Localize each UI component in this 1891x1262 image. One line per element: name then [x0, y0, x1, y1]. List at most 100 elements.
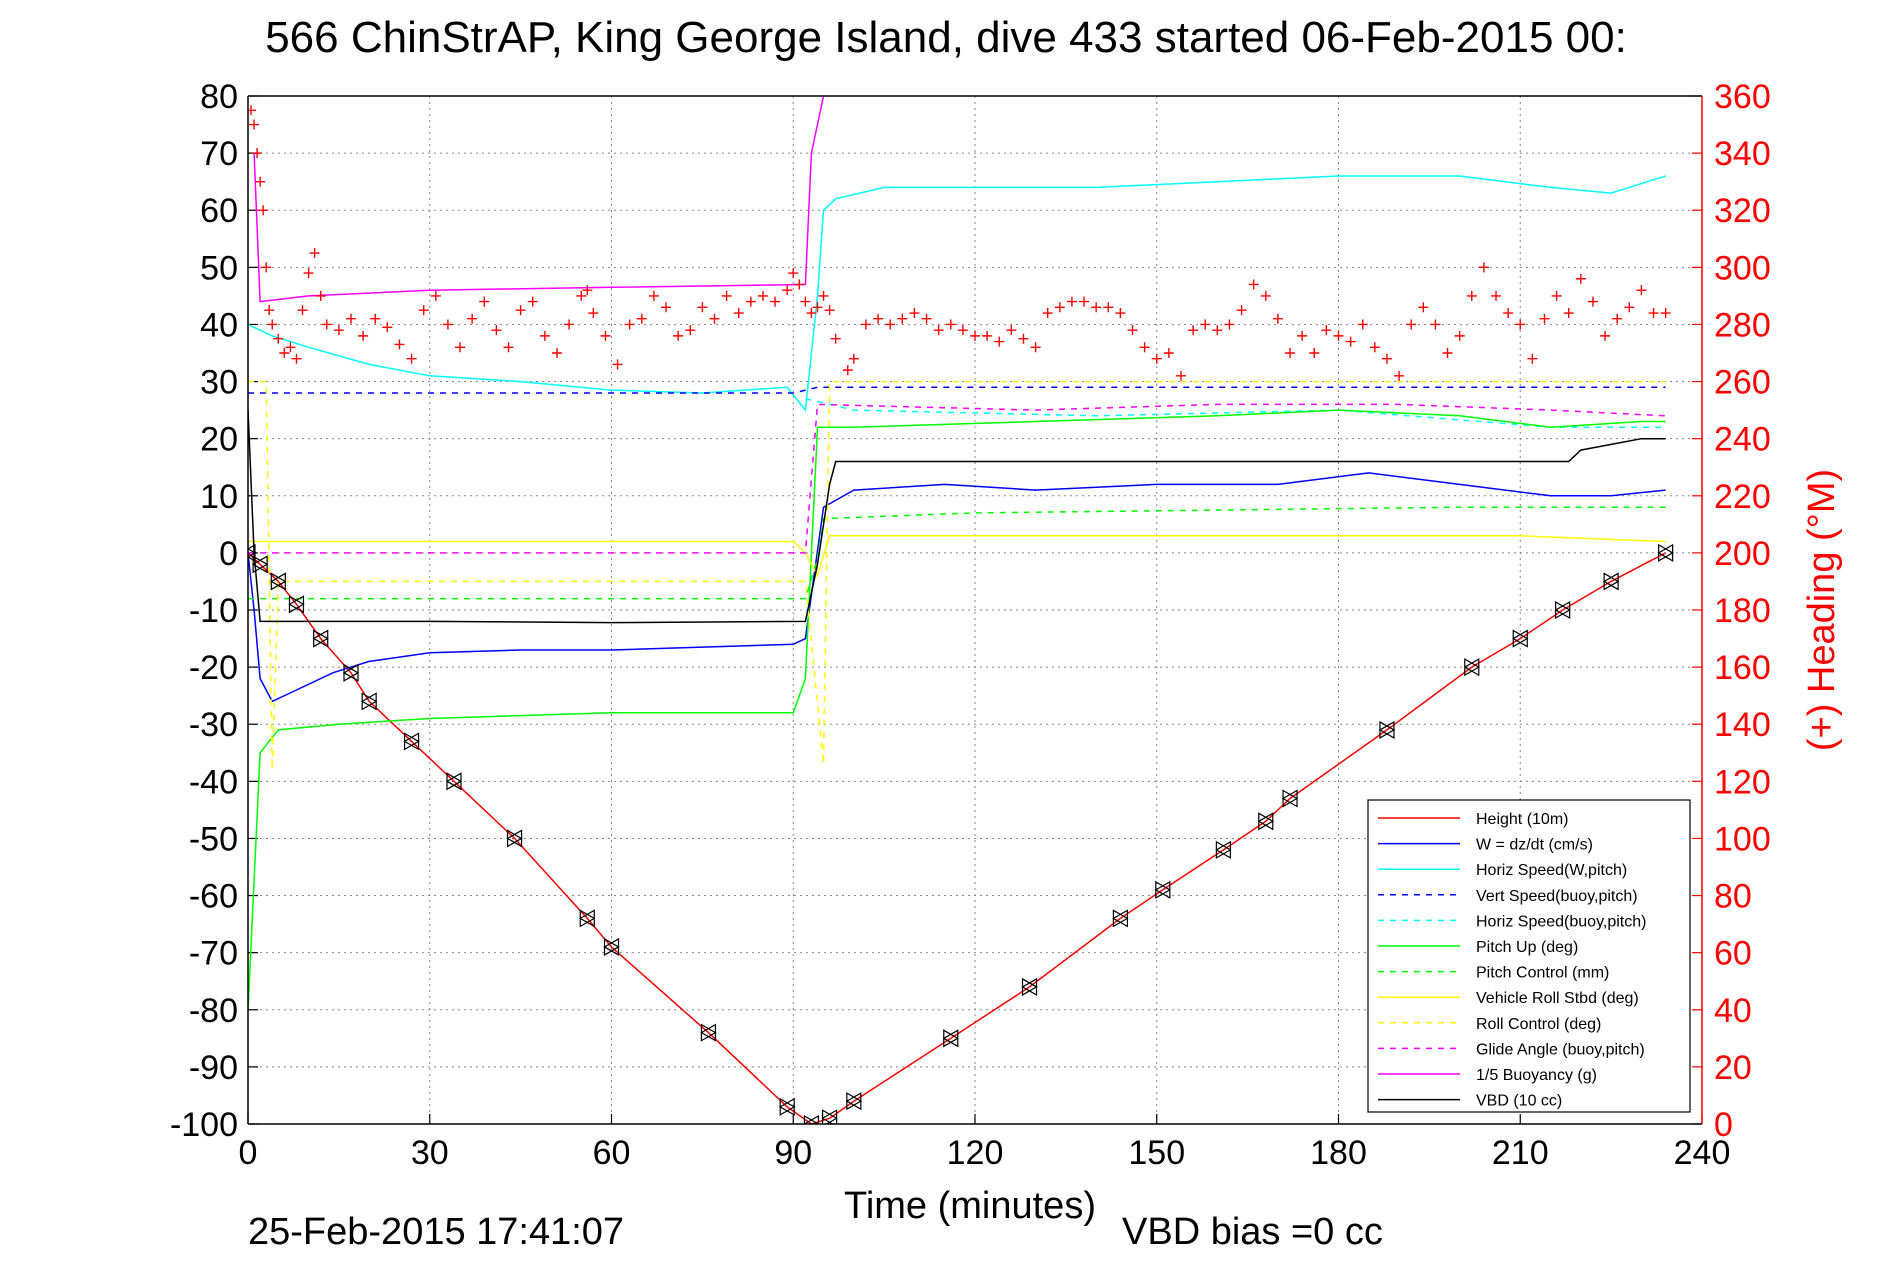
- y-tick-label: 40: [200, 306, 238, 344]
- heading-marker: [1018, 333, 1029, 344]
- heading-marker: [315, 290, 326, 301]
- heading-marker: [721, 290, 732, 301]
- height-marker: [821, 1109, 838, 1124]
- heading-marker: [1066, 296, 1077, 307]
- heading-marker: [258, 205, 269, 216]
- legend-entry: Glide Angle (buoy,pitch): [1476, 1041, 1645, 1058]
- x-tick-label: 30: [411, 1134, 449, 1172]
- heading-marker: [582, 285, 593, 296]
- heading-marker: [697, 302, 708, 313]
- heading-marker: [406, 353, 417, 364]
- x-axis-ticks: 0 30 60 90 120 150 180 210 240: [239, 1114, 1730, 1172]
- height-marker: [1112, 909, 1128, 928]
- y-tick-label: -20: [189, 649, 238, 687]
- heading-marker: [1309, 348, 1320, 358]
- y2-tick-label: 40: [1714, 992, 1752, 1030]
- grid-lines: [248, 96, 1702, 1124]
- y2-tick-label: 220: [1714, 478, 1771, 516]
- y-tick-label: -40: [189, 763, 238, 801]
- y-axis-ticks: 80 70 60 50 40 30 20 10 0 -10 -20 -30 -40 -50 -60 -70 -8…: [170, 78, 258, 1144]
- heading-series: [248, 105, 1671, 381]
- x-tick-label: 210: [1492, 1134, 1549, 1172]
- height-marker: [778, 1097, 795, 1116]
- heading-marker: [661, 302, 672, 313]
- series-line-horiz-speed-w-pitch: [248, 175, 1666, 412]
- heading-marker: [1151, 353, 1162, 364]
- heading-marker: [806, 308, 817, 319]
- heading-marker: [1321, 325, 1332, 336]
- legend-entry: Horiz Speed(buoy,pitch): [1476, 913, 1646, 930]
- legend: Height (10m) W = dz/dt (cm/s) Horiz Speed(…: [1367, 799, 1691, 1113]
- height-marker: [248, 543, 256, 562]
- y2-tick-label: 260: [1714, 364, 1771, 402]
- y2-tick-label: 160: [1714, 649, 1771, 687]
- heading-marker: [1406, 319, 1417, 330]
- heading-marker: [1539, 313, 1550, 324]
- heading-marker: [842, 365, 853, 376]
- y2-tick-label: 60: [1714, 935, 1752, 973]
- legend-entry: Pitch Control (mm): [1476, 965, 1609, 982]
- heading-marker: [252, 148, 263, 159]
- heading-marker: [885, 319, 896, 330]
- y-tick-label: 50: [200, 249, 238, 287]
- heading-marker: [957, 325, 968, 336]
- y2-tick-label: 280: [1714, 306, 1771, 344]
- y2-tick-label: 0: [1714, 1106, 1733, 1144]
- heading-marker: [945, 319, 956, 330]
- heading-marker: [1175, 370, 1186, 381]
- heading-marker: [1297, 330, 1308, 341]
- heading-marker: [1345, 336, 1356, 347]
- heading-marker: [297, 305, 308, 316]
- heading-marker: [788, 268, 799, 279]
- series-line-w-dz-dt-cm-s: [248, 472, 1666, 703]
- heading-marker: [1224, 319, 1235, 330]
- legend-entry: Pitch Up (deg): [1476, 939, 1578, 956]
- heading-marker: [1139, 342, 1150, 353]
- y-tick-label: 70: [200, 135, 238, 173]
- heading-marker: [564, 319, 575, 330]
- heading-marker: [1163, 348, 1174, 358]
- heading-marker: [1369, 342, 1380, 353]
- heading-marker: [503, 342, 514, 353]
- y2-tick-label: 80: [1714, 878, 1752, 916]
- y-tick-label: -60: [189, 878, 238, 916]
- height-marker: [942, 1029, 959, 1048]
- x-tick-label: 90: [774, 1134, 812, 1172]
- heading-marker: [600, 330, 611, 341]
- heading-marker: [279, 348, 290, 358]
- heading-marker: [1624, 302, 1635, 313]
- heading-marker: [442, 319, 453, 330]
- heading-marker: [249, 119, 260, 130]
- height-marker: [803, 1114, 820, 1124]
- heading-marker: [1612, 313, 1623, 324]
- heading-marker: [264, 305, 275, 316]
- y-tick-label: -70: [189, 935, 238, 973]
- y2-tick-label: 300: [1714, 249, 1771, 287]
- height-marker: [700, 1023, 717, 1042]
- series-line-1-5-buoyancy-g: [253, 96, 825, 303]
- y2-tick-label: 100: [1714, 820, 1771, 858]
- height-marker: [845, 1092, 862, 1111]
- heading-marker: [1600, 330, 1611, 341]
- y2-tick-label: 320: [1714, 192, 1771, 230]
- y-tick-label: 80: [200, 78, 238, 116]
- heading-marker: [1285, 348, 1296, 358]
- height-marker: [342, 663, 359, 682]
- heading-marker: [1248, 279, 1259, 290]
- heading-marker: [624, 319, 635, 330]
- legend-entry: Roll Control (deg): [1476, 1016, 1601, 1033]
- heading-marker: [1575, 273, 1586, 284]
- height-marker: [1602, 572, 1619, 591]
- x-axis-label: Time (minutes): [844, 1185, 1096, 1227]
- legend-entry: Vert Speed(buoy,pitch): [1476, 888, 1638, 905]
- y2-tick-label: 120: [1714, 763, 1771, 801]
- heading-marker: [309, 248, 320, 259]
- legend-box: [1367, 799, 1691, 1113]
- height-marker: [360, 692, 377, 711]
- heading-marker: [1442, 348, 1453, 358]
- heading-marker: [812, 302, 823, 313]
- heading-marker: [1091, 302, 1102, 313]
- heading-marker: [394, 339, 405, 350]
- series-line-vbd-10-cc: [248, 410, 1666, 624]
- heading-marker: [261, 262, 272, 273]
